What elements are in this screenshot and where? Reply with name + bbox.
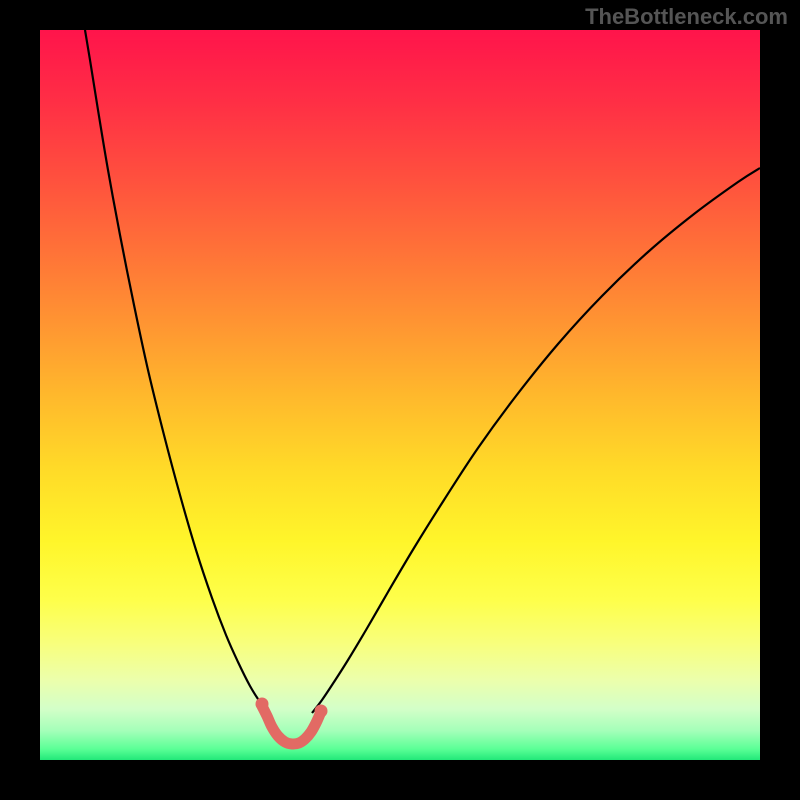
chart-curve-layer [40, 30, 760, 760]
chart-plot-area [40, 30, 760, 760]
watermark-text: TheBottleneck.com [585, 4, 788, 30]
curve-left-branch [85, 30, 268, 713]
curve-trough-highlight [262, 706, 320, 744]
curve-right-branch [312, 168, 760, 713]
